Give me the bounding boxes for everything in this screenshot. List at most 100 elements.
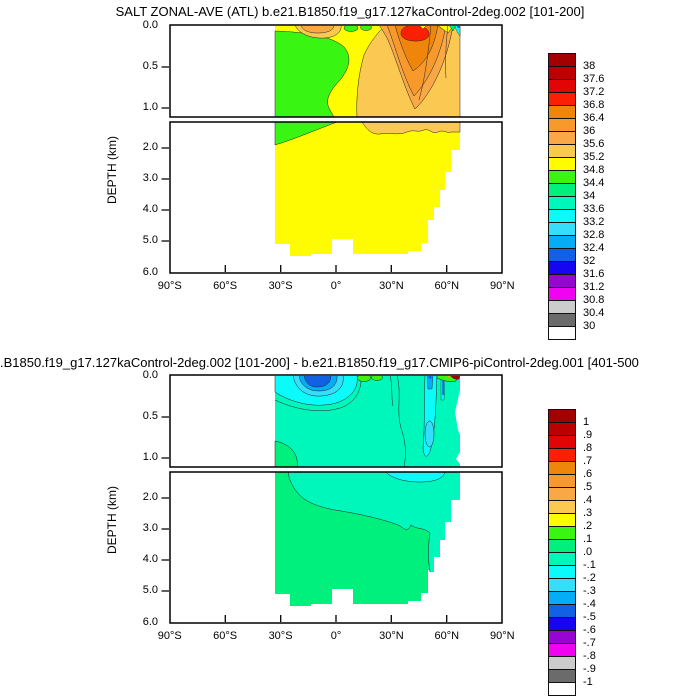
colorbar-box: 32 — [548, 248, 595, 267]
axis-ticks — [161, 66, 448, 622]
colorbar-tick-label: -.3 — [583, 585, 596, 597]
colorbar-tick-label: 36 — [583, 125, 596, 137]
panel-frames — [169, 24, 503, 624]
colorbar-box: -.4 — [548, 591, 596, 610]
colorbar-box: .4 — [548, 487, 592, 506]
panel2-ytick-3: 2.0 — [142, 491, 158, 503]
colorbar-box: 1 — [548, 409, 589, 428]
colorbar-tick-label: -.8 — [583, 650, 596, 662]
colorbar-tick-label: -.5 — [583, 611, 596, 623]
x-tick-label: 90°S — [157, 280, 182, 292]
colorbar-box: 35.6 — [548, 131, 604, 150]
panel1-upper-contours — [274, 26, 461, 117]
colorbar-box: .8 — [548, 435, 592, 454]
colorbar-box: 34 — [548, 183, 595, 202]
colorbar-tick-label: 35.6 — [583, 138, 605, 150]
x-tick-label: 60°S — [213, 630, 238, 642]
x-tick-label: 0° — [330, 630, 342, 642]
panel2-ytick-0: 0.0 — [142, 369, 158, 381]
colorbar-tick-label: 34.4 — [583, 177, 605, 189]
panel2-ytick-4: 3.0 — [142, 522, 158, 534]
colorbar-box: 32.8 — [548, 222, 604, 241]
colorbar-tick-label: .6 — [583, 468, 593, 480]
panel2-colorbar: 1 .9 .8 .7 .6 .5 .4 .3 .2 .1 .0 -.1 — [548, 409, 596, 696]
colorbar-box: 33.2 — [548, 209, 604, 228]
colorbar-tick-label: .5 — [583, 481, 593, 493]
panel2-depth-axis-title: DEPTH (km) — [105, 486, 119, 554]
colorbar-tick-label: 38 — [583, 60, 596, 72]
colorbar-tick-label: 34.8 — [583, 164, 605, 176]
panel2-ytick-5: 4.0 — [142, 553, 158, 565]
colorbar-box: 35.2 — [548, 144, 604, 163]
colorbar-box: .1 — [548, 526, 592, 545]
panel2-title: .B1850.f19_g17.127kaControl-2deg.002 [10… — [0, 355, 639, 370]
colorbar-box: 36.4 — [548, 105, 604, 124]
colorbar-box: -.1 — [548, 552, 596, 571]
colorbar-box: .3 — [548, 500, 592, 519]
colorbar-tick-label: 1 — [583, 416, 590, 428]
colorbar-tick-label: .7 — [583, 455, 593, 467]
x-tick-label: 60°N — [434, 280, 460, 292]
colorbar-tick-label: .8 — [583, 442, 593, 454]
colorbar-tick-label: 33.2 — [583, 216, 605, 228]
colorbar-tick-label: .1 — [583, 533, 593, 545]
colorbar-box: -.8 — [548, 643, 596, 662]
colorbar-tick-label: 31.6 — [583, 268, 605, 280]
panel2-upper-contours — [274, 376, 460, 467]
colorbar-tick-label: 30.4 — [583, 307, 605, 319]
colorbar-box: 37.6 — [548, 66, 604, 85]
x-tick-label: 30°N — [379, 630, 404, 642]
colorbar-box: 37.2 — [548, 79, 604, 98]
panel1-ytick-1: 0.5 — [142, 60, 158, 72]
colorbar-box: 30 — [548, 313, 595, 332]
panel2-ytick-6: 5.0 — [142, 584, 158, 596]
colorbar-box — [548, 326, 576, 340]
colorbar-box: 32.4 — [548, 235, 604, 254]
colorbar-box: .2 — [548, 513, 592, 532]
panel2-ytick-1: 0.5 — [142, 410, 158, 422]
colorbar-box: -.2 — [548, 565, 596, 584]
colorbar-box: .6 — [548, 461, 592, 480]
colorbar-tick-label: .2 — [583, 520, 593, 532]
colorbar-box: -.3 — [548, 578, 596, 597]
colorbar-box: .5 — [548, 474, 592, 493]
colorbar-tick-label: 34 — [583, 190, 596, 202]
colorbar-box: -.7 — [548, 630, 596, 649]
colorbar-box: -.9 — [548, 656, 596, 675]
colorbar-tick-label: -.9 — [583, 663, 596, 675]
panel1-lower-contours — [274, 122, 461, 256]
colorbar-tick-label: 32.4 — [583, 242, 605, 254]
colorbar-box: -.5 — [548, 604, 596, 623]
colorbar-tick-label: 30.8 — [583, 294, 605, 306]
colorbar-box — [548, 682, 576, 696]
panel1-depth-axis-title: DEPTH (km) — [105, 136, 119, 204]
x-tick-label: 60°N — [434, 630, 460, 642]
colorbar-tick-label: 33.6 — [583, 203, 605, 215]
panel2-lower-contours — [275, 472, 460, 606]
colorbar-box: 36.8 — [548, 92, 604, 111]
panel1-ytick-0: 0.0 — [142, 19, 158, 31]
x-tick-label: 30°S — [268, 280, 293, 292]
colorbar-tick-label: .3 — [583, 507, 593, 519]
x-tick-label: 60°S — [213, 280, 238, 292]
panel2-ytick-7: 6.0 — [142, 616, 158, 628]
x-tick-label: 0° — [330, 280, 342, 292]
panel1-x-axis-labels: 90°S 60°S 30°S 0° 30°N 60°N 90°N — [142, 280, 530, 292]
colorbar-box: .9 — [548, 422, 592, 441]
colorbar-tick-label: 32 — [583, 255, 596, 267]
panel2-x-axis-labels: 90°S 60°S 30°S 0° 30°N 60°N 90°N — [142, 630, 530, 642]
colorbar-box: 36 — [548, 118, 595, 137]
colorbar-tick-label: -.6 — [583, 624, 596, 636]
panel1-ytick-4: 3.0 — [142, 172, 158, 184]
colorbar-tick-label: .4 — [583, 494, 593, 506]
panel1-ytick-6: 5.0 — [142, 234, 158, 246]
colorbar-tick-label: -.2 — [583, 572, 596, 584]
colorbar-tick-label: -.7 — [583, 637, 596, 649]
panel2-ytick-2: 1.0 — [142, 451, 158, 463]
colorbar-tick-label: 30 — [583, 320, 596, 332]
panel1-ytick-7: 6.0 — [142, 266, 158, 278]
colorbar-tick-label: 36.4 — [583, 112, 605, 124]
colorbar-box: 33.6 — [548, 196, 604, 215]
